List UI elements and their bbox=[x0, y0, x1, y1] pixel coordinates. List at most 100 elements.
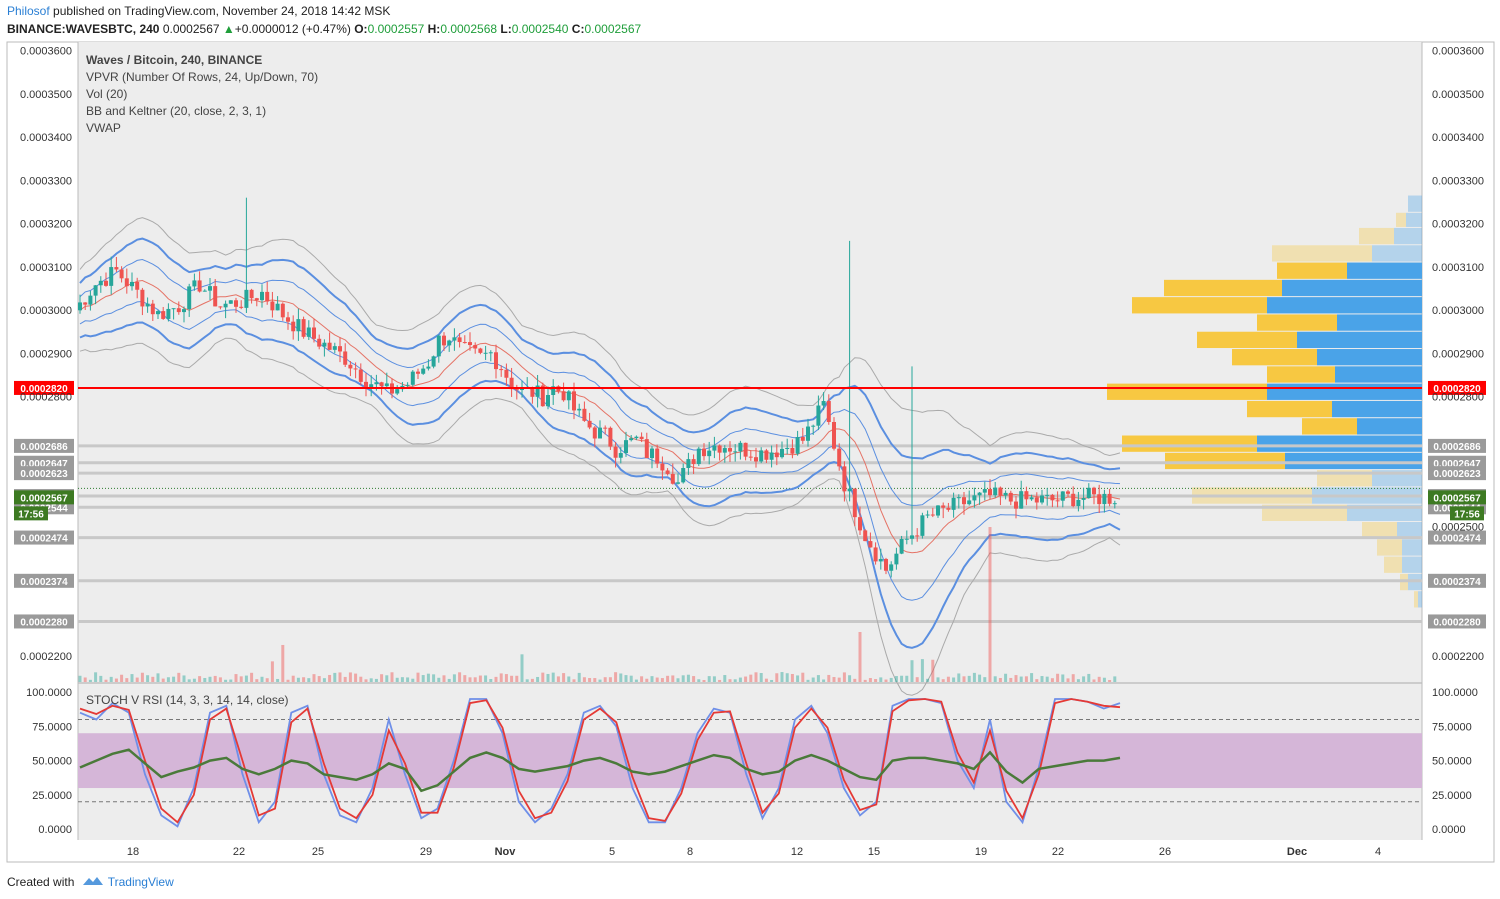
stoch-tick-left: 75.0000 bbox=[32, 721, 72, 733]
vp-row-up bbox=[1267, 366, 1335, 383]
candle-body bbox=[988, 489, 992, 496]
volume-bar bbox=[806, 679, 810, 682]
volume-bar bbox=[203, 677, 207, 682]
candle-body bbox=[1107, 493, 1112, 504]
candle-body bbox=[764, 450, 769, 460]
candle-body bbox=[1060, 491, 1065, 501]
stoch-rsi: 100.0000 100.0000 75.0000 75.0000 50.0000 50.… bbox=[26, 687, 1478, 836]
vp-row-down bbox=[1332, 400, 1422, 418]
volume-bar bbox=[224, 679, 228, 682]
candle-body bbox=[686, 459, 691, 468]
volume-bar bbox=[879, 677, 883, 682]
candle-body bbox=[904, 538, 909, 540]
candle-body bbox=[691, 459, 696, 465]
volume-bar bbox=[645, 678, 649, 682]
candle-body bbox=[842, 466, 847, 492]
candle-body bbox=[837, 448, 842, 467]
y-tick-right: 0.0003600 bbox=[1432, 46, 1484, 58]
candle-body bbox=[878, 558, 883, 562]
volume-bar bbox=[952, 677, 956, 682]
vp-row-down bbox=[1418, 591, 1422, 608]
last-price-tag-right-text: 0.0002567 bbox=[1433, 493, 1481, 504]
vp-row-up bbox=[1302, 418, 1357, 435]
volume-bar bbox=[1040, 676, 1044, 682]
volume-bar bbox=[993, 676, 997, 682]
volume-bar bbox=[733, 679, 737, 682]
support-tag-right-text: 0.0002280 bbox=[1433, 617, 1481, 628]
candle-body bbox=[681, 467, 686, 483]
support-tag-right-text: 0.0002474 bbox=[1433, 534, 1481, 545]
candle-body bbox=[530, 387, 535, 397]
candle-body bbox=[1071, 493, 1076, 507]
volume-bar bbox=[406, 677, 410, 682]
volume-bar bbox=[593, 678, 597, 682]
candle-body bbox=[774, 452, 779, 458]
candle-body bbox=[998, 487, 1003, 496]
candle-body bbox=[977, 492, 982, 496]
volume-bar bbox=[1024, 676, 1028, 682]
tradingview-brand[interactable]: TradingView bbox=[107, 875, 174, 889]
candle-body bbox=[598, 427, 602, 439]
candle-body bbox=[239, 306, 244, 308]
volume-bar bbox=[94, 672, 98, 682]
candle-body bbox=[353, 368, 358, 370]
candle-body bbox=[540, 385, 545, 407]
vp-row-up bbox=[1377, 539, 1402, 556]
candle-body bbox=[733, 451, 738, 453]
volume-bar bbox=[556, 676, 560, 682]
candle-body bbox=[1019, 491, 1024, 509]
vp-row-up bbox=[1414, 591, 1418, 608]
volume-bar bbox=[1082, 676, 1086, 682]
volume-bar bbox=[1066, 678, 1070, 682]
candle-body bbox=[603, 427, 608, 429]
candle-body bbox=[436, 335, 441, 357]
candle-body bbox=[1024, 491, 1029, 500]
countdown-tag-left bbox=[14, 506, 48, 521]
candle-body bbox=[1040, 495, 1044, 503]
volume-bar bbox=[619, 673, 623, 682]
resistance-tag-left bbox=[14, 380, 74, 395]
volume-bar bbox=[426, 673, 430, 682]
volume-bar bbox=[718, 679, 722, 682]
vp-row-up bbox=[1132, 297, 1267, 314]
vp-row-down bbox=[1372, 245, 1422, 262]
support-tag-left-text: 0.0002474 bbox=[20, 534, 68, 545]
candle-body bbox=[863, 530, 868, 542]
y-tick-right: 0.0003500 bbox=[1432, 89, 1484, 101]
volume-bar bbox=[1030, 673, 1034, 682]
candle-body bbox=[364, 381, 368, 389]
volume-bar bbox=[411, 678, 415, 682]
stoch-tick-right: 75.0000 bbox=[1432, 721, 1472, 733]
volume-bar bbox=[686, 674, 690, 682]
change-arrow-icon: ▲ bbox=[222, 22, 235, 36]
volume-bar bbox=[374, 678, 378, 682]
candle-body bbox=[722, 448, 727, 453]
price-pane[interactable] bbox=[78, 42, 1422, 682]
candle-body bbox=[821, 401, 826, 406]
candle-body bbox=[572, 391, 576, 411]
candle-body bbox=[852, 488, 857, 518]
keltner-mid bbox=[79, 279, 1121, 554]
volume-bar bbox=[166, 677, 170, 682]
support-tag-left-text: 0.0002374 bbox=[20, 577, 68, 588]
volume-bar bbox=[562, 673, 566, 682]
support-tag-right-text: 0.0002647 bbox=[1433, 459, 1481, 470]
volume-bar bbox=[187, 679, 191, 682]
volume-bar bbox=[868, 678, 872, 682]
volume-bar bbox=[853, 678, 857, 682]
candle-body bbox=[468, 342, 472, 346]
support-tag-right-text: 0.0002374 bbox=[1433, 577, 1481, 588]
candle-body bbox=[192, 280, 197, 287]
volume-bar bbox=[749, 674, 753, 682]
candle-body bbox=[826, 401, 831, 422]
stoch-series bbox=[79, 698, 1121, 824]
candle-body bbox=[306, 327, 311, 337]
author-link[interactable]: Philosof bbox=[7, 4, 50, 18]
x-tick: 18 bbox=[127, 846, 139, 858]
candle-body bbox=[795, 437, 800, 454]
volume-bar bbox=[978, 674, 982, 682]
volume-bar bbox=[588, 678, 592, 682]
open-value: 0.0002557 bbox=[367, 22, 425, 36]
volume-bar bbox=[894, 676, 898, 682]
